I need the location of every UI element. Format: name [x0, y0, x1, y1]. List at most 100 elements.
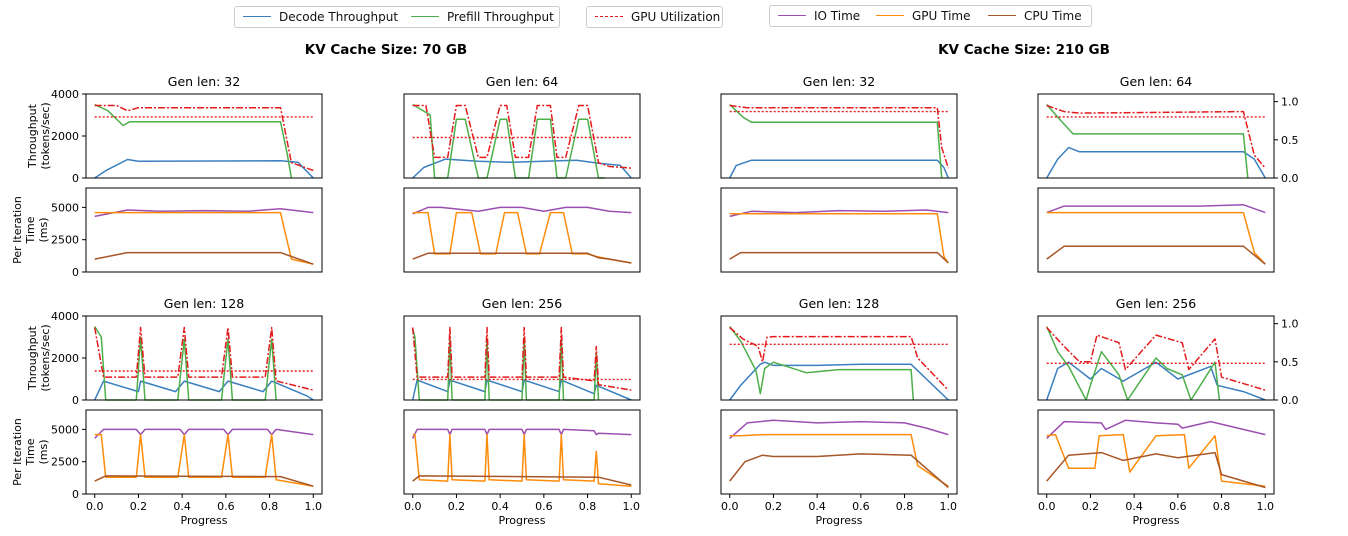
throughput-panel — [85, 93, 323, 179]
y-tick-label: 0 — [72, 172, 79, 185]
x-axis-label: Progress — [816, 514, 863, 527]
x-tick-label: 0.6 — [1169, 500, 1187, 513]
series-line-cpu-time — [729, 453, 949, 489]
series-line-gpu-utilization — [411, 326, 632, 391]
series-line-io-time — [94, 207, 314, 218]
y2-tick-label: 0.5 — [1281, 134, 1299, 147]
legend-label-io-time: IO Time — [814, 9, 861, 23]
series-line-gpu-time — [1046, 211, 1266, 265]
legend-box-times: IO Time GPU Time CPU Time — [769, 5, 1092, 27]
series-line-gpu-utilization — [1046, 326, 1266, 391]
series-line-io-time — [412, 428, 632, 439]
x-tick-label: 0.4 — [1125, 500, 1143, 513]
series-line-cpu-time — [729, 251, 949, 264]
plot-frame — [1037, 409, 1275, 495]
x-tick-label: 1.0 — [305, 500, 323, 513]
series-line-io-time — [729, 419, 949, 439]
y-tick-label: 4000 — [51, 310, 79, 323]
series-line-io-time — [729, 209, 949, 218]
y-axis-label-time-units: (ms) — [37, 217, 50, 242]
y-tick-label: 2000 — [51, 352, 79, 365]
series-line-cpu-time — [94, 475, 314, 487]
x-tick-label: 0.0 — [404, 500, 422, 513]
series-line-decode-throughput — [412, 158, 632, 179]
time-panel — [85, 409, 323, 495]
y-axis-label-throughput-units: (tokens/sec) — [39, 324, 52, 391]
plot-frame — [1037, 187, 1275, 273]
throughput-panel — [1037, 315, 1275, 401]
series-line-prefill-throughput — [412, 103, 605, 179]
x-tick-label: 0.6 — [217, 500, 235, 513]
legend-label-gpu-util: GPU Utilization — [631, 10, 721, 24]
x-tick-label: 0.4 — [491, 500, 509, 513]
plot-frame — [720, 93, 958, 179]
x-tick-label: 0.2 — [765, 500, 783, 513]
legend-label-prefill: Prefill Throughput — [447, 10, 554, 24]
series-line-io-time — [1046, 204, 1266, 214]
throughput-panel — [85, 315, 323, 401]
panel-title: Gen len: 64 — [1120, 74, 1192, 89]
y-tick-label: 2500 — [51, 456, 79, 469]
legend-swatch-gpu-time — [876, 15, 904, 16]
series-line-gpu-time — [1046, 433, 1266, 487]
x-tick-label: 1.0 — [623, 500, 641, 513]
series-line-decode-throughput — [94, 158, 314, 179]
y2-tick-label: 1.0 — [1281, 96, 1299, 109]
x-tick-label: 0.0 — [721, 500, 739, 513]
legend-box-gpu-util: GPU Utilization — [586, 6, 723, 28]
x-tick-label: 0.8 — [261, 500, 279, 513]
throughput-panel — [720, 315, 958, 401]
legend-swatch-prefill — [411, 16, 439, 17]
plot-frame — [85, 93, 323, 179]
plot-frame — [720, 315, 958, 401]
throughput-panel — [720, 93, 958, 179]
y-tick-label: 5000 — [51, 201, 79, 214]
y2-tick-label: 0.0 — [1281, 394, 1299, 407]
y2-tick-label: 0.5 — [1281, 356, 1299, 369]
y-axis-label-time-units: (ms) — [37, 439, 50, 464]
y-axis-label-time: Per Iteration — [11, 418, 24, 486]
series-line-gpu-utilization — [1046, 104, 1266, 169]
x-tick-label: 1.0 — [940, 500, 958, 513]
plot-frame — [85, 409, 323, 495]
y-tick-label: 0 — [72, 266, 79, 279]
series-line-gpu-utilization — [412, 104, 632, 169]
series-line-gpu-utilization — [93, 326, 314, 391]
series-line-decode-throughput — [729, 361, 949, 401]
plot-frame — [720, 409, 958, 495]
series-line-gpu-utilization — [729, 104, 950, 169]
section-title-70gb: KV Cache Size: 70 GB — [304, 42, 468, 58]
series-line-io-time — [412, 206, 632, 215]
plot-frame — [1037, 93, 1275, 179]
x-tick-label: 0.4 — [173, 500, 191, 513]
y-axis-label-time-2: Time — [24, 438, 37, 466]
series-line-gpu-time — [412, 211, 632, 264]
throughput-panel — [403, 315, 641, 401]
panel-title: Gen len: 32 — [168, 74, 240, 89]
x-tick-label: 0.6 — [535, 500, 553, 513]
legend-swatch-decode — [243, 16, 271, 17]
plot-frame — [403, 315, 641, 401]
legend-box-throughput: Decode Throughput Prefill Throughput — [234, 6, 560, 28]
series-line-gpu-time — [94, 433, 314, 487]
series-line-prefill-throughput — [729, 103, 943, 179]
plot-frame — [720, 187, 958, 273]
series-line-cpu-time — [1046, 245, 1266, 265]
time-panel — [403, 187, 641, 273]
x-tick-label: 0.0 — [1038, 500, 1056, 513]
legend-swatch-io-time — [778, 15, 806, 16]
x-tick-label: 0.8 — [896, 500, 914, 513]
x-tick-label: 0.2 — [130, 500, 148, 513]
plot-frame — [85, 187, 323, 273]
x-tick-label: 0.8 — [579, 500, 597, 513]
series-line-prefill-throughput — [1046, 104, 1249, 179]
time-panel — [85, 187, 323, 273]
series-line-prefill-throughput — [94, 103, 293, 179]
series-line-decode-throughput — [729, 159, 949, 179]
legend-label-gpu-time: GPU Time — [912, 9, 971, 23]
series-line-cpu-time — [412, 252, 632, 264]
x-axis-label: Progress — [1133, 514, 1180, 527]
x-axis-label: Progress — [499, 514, 546, 527]
series-line-decode-throughput — [1046, 146, 1266, 179]
